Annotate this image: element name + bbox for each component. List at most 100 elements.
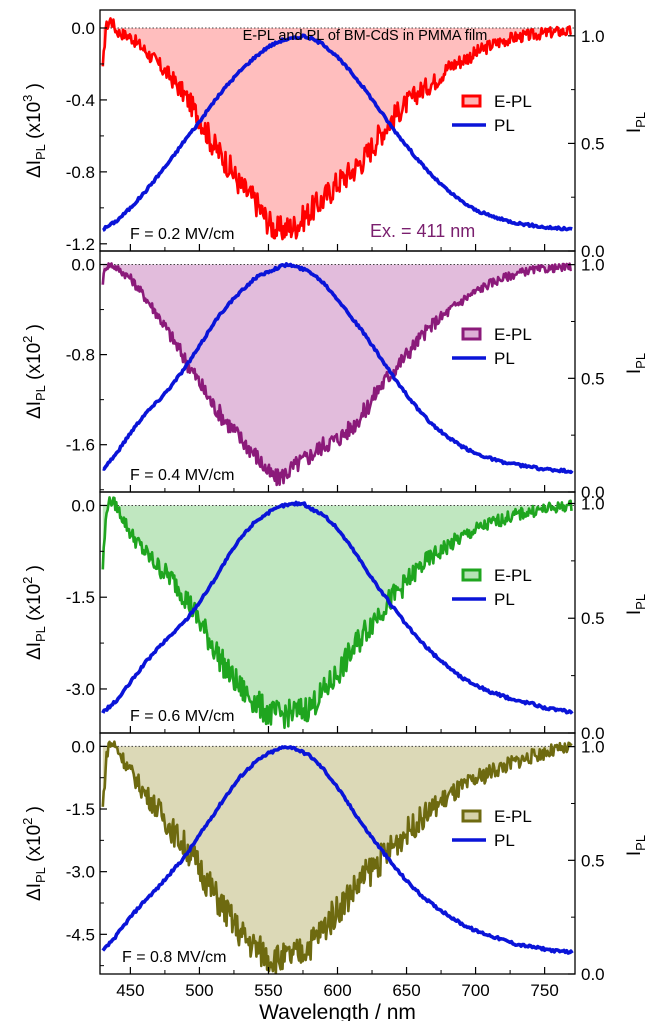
left-y-tick-label: 0.0 [71, 19, 95, 38]
right-y-tick-label: 0.5 [581, 369, 605, 388]
ylabel-multiplier: (x10 [24, 584, 45, 626]
ylabel-exponent: 2 [20, 577, 35, 584]
epl-area-fill [102, 18, 572, 240]
left-y-tick-label: -1.5 [66, 800, 95, 819]
left-y-tick-label: -1.2 [66, 235, 95, 254]
ylabel-subscript: PL [33, 626, 48, 642]
epl-series-line [101, 740, 573, 974]
left-y-tick-label: -3.0 [66, 680, 95, 699]
left-y-tick-label: -0.8 [66, 163, 95, 182]
pl-series-line [101, 500, 574, 715]
ylabel-exponent: 2 [20, 818, 35, 825]
right-y-axis-label: IPL [624, 112, 648, 133]
right-y-tick-label: 1.0 [581, 494, 605, 513]
ylabel-close: ) [24, 806, 45, 818]
ylabel-multiplier: (x10 [24, 343, 45, 385]
legend-label-epl: E-PL [494, 92, 532, 111]
x-tick-label: 750 [530, 981, 558, 1000]
ylabel-prefix: ΔI [24, 642, 45, 660]
ylabel-prefix: ΔI [24, 401, 45, 419]
x-tick-label: 550 [254, 981, 282, 1000]
ylabel-close: ) [24, 83, 45, 95]
field-strength-label: F = 0.8 MV/cm [122, 949, 226, 966]
ylabel-subscript: PL [33, 144, 48, 160]
ylabel-subscript: PL [33, 385, 48, 401]
legend-label-pl: PL [494, 590, 515, 609]
left-y-tick-label: -0.8 [66, 346, 95, 365]
ylabel-prefix: ΔI [24, 883, 45, 901]
right-ylabel-subscript: PL [633, 353, 648, 369]
right-ylabel-base: I [624, 128, 645, 133]
left-y-axis-label: ΔIPL (x102 ) [20, 565, 48, 660]
left-y-tick-label: -1.6 [66, 436, 95, 455]
right-ylabel-base: I [624, 610, 645, 615]
x-tick-label: 600 [323, 981, 351, 1000]
pl-series-line [102, 33, 573, 232]
right-y-tick-label: 0.5 [581, 609, 605, 628]
ylabel-close: ) [24, 324, 45, 336]
right-y-tick-label: 1.0 [581, 27, 605, 46]
left-y-tick-label: -4.5 [66, 925, 95, 944]
figure-title: E-PL and PL of BM-CdS in PMMA film [243, 28, 488, 44]
left-y-tick-label: 0.0 [71, 256, 95, 275]
legend-swatch-epl [461, 327, 482, 341]
right-y-tick-label: 0.0 [581, 724, 605, 743]
left-y-tick-label: -0.4 [66, 91, 95, 110]
ylabel-multiplier: (x10 [24, 825, 45, 867]
epl-area-fill [102, 497, 572, 728]
ylabel-prefix: ΔI [24, 160, 45, 178]
epl-series-line [101, 262, 573, 487]
ylabel-subscript: PL [33, 867, 48, 883]
field-strength-label: F = 0.6 MV/cm [130, 708, 234, 725]
x-tick-label: 500 [185, 981, 213, 1000]
legend-swatch-epl [461, 568, 482, 582]
plot-area [100, 740, 575, 974]
epl-area-fill [102, 263, 572, 485]
epl-series-line [101, 17, 572, 241]
x-tick-label: 650 [392, 981, 420, 1000]
epl-series-line [101, 496, 573, 730]
ylabel-exponent: 2 [20, 336, 35, 343]
right-y-tick-label: 1.0 [581, 256, 605, 275]
field-strength-label: F = 0.4 MV/cm [130, 467, 234, 484]
left-y-tick-label: -3.0 [66, 863, 95, 882]
left-y-axis-label: ΔIPL (x102 ) [20, 806, 48, 901]
ylabel-exponent: 3 [20, 95, 35, 102]
left-y-tick-label: -1.5 [66, 588, 95, 607]
x-tick-label: 700 [461, 981, 489, 1000]
pl-series-line [102, 262, 574, 475]
legend-label-pl: PL [494, 831, 515, 850]
legend-label-epl: E-PL [494, 807, 532, 826]
plot-area [100, 17, 575, 241]
legend-label-pl: PL [494, 116, 515, 135]
legend-swatch-epl [461, 809, 482, 823]
ylabel-close: ) [24, 565, 45, 577]
right-ylabel-base: I [624, 369, 645, 374]
right-y-axis-label: IPL [624, 594, 648, 615]
right-y-axis-label: IPL [624, 353, 648, 374]
x-axis-label: Wavelength / nm [259, 1001, 416, 1021]
right-ylabel-subscript: PL [633, 112, 648, 128]
plot-area [100, 496, 575, 730]
right-y-tick-label: 0.0 [581, 483, 605, 502]
pl-series-line [101, 745, 574, 955]
right-y-tick-label: 0.0 [581, 965, 605, 984]
right-ylabel-subscript: PL [633, 835, 648, 851]
right-y-tick-label: 0.5 [581, 851, 605, 870]
field-strength-label: F = 0.2 MV/cm [130, 226, 234, 243]
left-y-axis-label: ΔIPL (x103 ) [20, 83, 48, 178]
excitation-wavelength-note: Ex. = 411 nm [370, 221, 475, 241]
x-tick-label: 450 [116, 981, 144, 1000]
legend-label-pl: PL [494, 349, 515, 368]
right-y-tick-label: 0.5 [581, 134, 605, 153]
legend-label-epl: E-PL [494, 566, 532, 585]
left-y-axis-label: ΔIPL (x102 ) [20, 324, 48, 419]
right-y-tick-label: 0.0 [581, 242, 605, 261]
left-y-tick-label: 0.0 [71, 496, 95, 515]
